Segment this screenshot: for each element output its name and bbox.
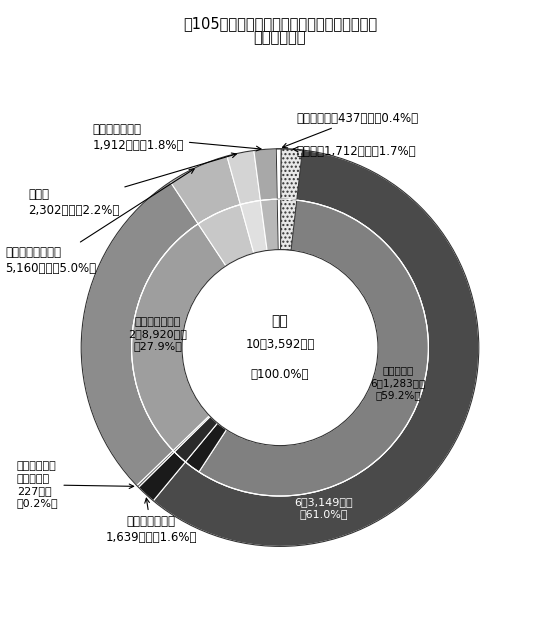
Text: （100.0%）: （100.0%） bbox=[251, 368, 309, 381]
Text: 共同事業拠出金
1,912億円（1.8%）: 共同事業拠出金 1,912億円（1.8%） bbox=[92, 123, 261, 152]
Text: その他　1,712億円（1.7%）: その他 1,712億円（1.7%） bbox=[293, 145, 417, 158]
Wedge shape bbox=[132, 224, 226, 450]
Wedge shape bbox=[153, 149, 479, 546]
Wedge shape bbox=[281, 149, 302, 200]
Text: 保健事業費　437億円（0.4%）: 保健事業費 437億円（0.4%） bbox=[282, 112, 419, 148]
Wedge shape bbox=[260, 199, 278, 251]
Wedge shape bbox=[277, 199, 281, 249]
Wedge shape bbox=[198, 205, 254, 266]
Text: 療養諸費等
6兆1,283億円
（59.2%）: 療養諸費等 6兆1,283億円 （59.2%） bbox=[371, 365, 426, 400]
Wedge shape bbox=[254, 149, 277, 200]
Circle shape bbox=[182, 249, 378, 446]
Wedge shape bbox=[138, 452, 185, 501]
Wedge shape bbox=[173, 416, 210, 452]
Wedge shape bbox=[174, 416, 217, 462]
Text: 診療報酬審査
支払手数料
227億円
（0.2%）: 診療報酬審査 支払手数料 227億円 （0.2%） bbox=[17, 461, 134, 509]
Text: 総務費
2,302億円（2.2%）: 総務費 2,302億円（2.2%） bbox=[28, 153, 236, 217]
Wedge shape bbox=[276, 149, 281, 199]
Wedge shape bbox=[199, 199, 428, 496]
Text: 老人保健拠出金
2兆8,920億円
（27.9%）: 老人保健拠出金 2兆8,920億円 （27.9%） bbox=[128, 317, 187, 352]
Wedge shape bbox=[81, 181, 198, 485]
Wedge shape bbox=[227, 151, 260, 205]
Text: 保
険
給
付
費: 保 険 給 付 費 bbox=[482, 383, 489, 460]
Wedge shape bbox=[170, 156, 240, 224]
Wedge shape bbox=[240, 200, 267, 253]
Wedge shape bbox=[281, 199, 297, 250]
Text: 6兆3,149億円
（61.0%）: 6兆3,149億円 （61.0%） bbox=[294, 497, 353, 519]
Wedge shape bbox=[137, 450, 174, 487]
Text: 10兆3,592億円: 10兆3,592億円 bbox=[245, 338, 315, 351]
Text: その他の給付費
1,639億円（1.6%）: その他の給付費 1,639億円（1.6%） bbox=[105, 498, 197, 544]
Text: 第105図　国民健康保険事業の歳出決算の状況: 第105図 国民健康保険事業の歳出決算の状況 bbox=[183, 16, 377, 31]
Wedge shape bbox=[185, 423, 226, 472]
Text: 介護給付費納付金
5,160億円（5.0%）: 介護給付費納付金 5,160億円（5.0%） bbox=[6, 169, 194, 275]
Text: 歳出: 歳出 bbox=[272, 314, 288, 328]
Text: （事業勘定）: （事業勘定） bbox=[254, 30, 306, 45]
